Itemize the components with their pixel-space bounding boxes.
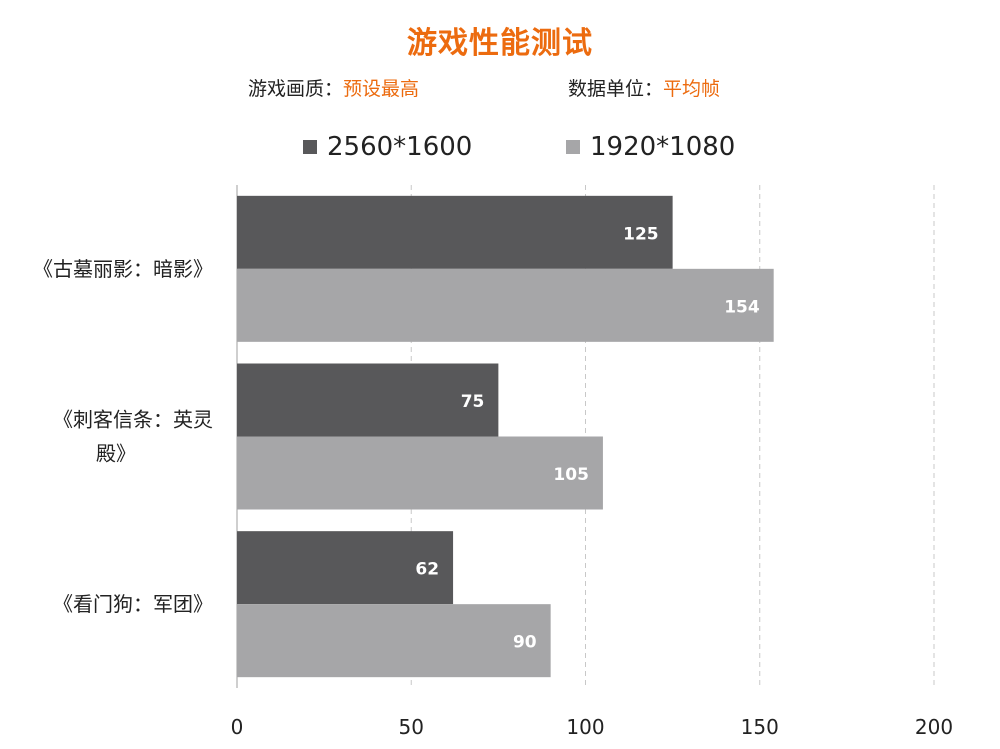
bar-series-2: [237, 268, 774, 342]
quality-label: 游戏画质：: [248, 78, 344, 100]
x-tick-label: 200: [915, 715, 953, 739]
bar-series-2: [237, 604, 551, 678]
bar-value-label: 90: [513, 633, 537, 653]
legend-swatch-series-2: [566, 140, 580, 154]
category-label-line: 《刺客信条：英灵: [53, 408, 213, 432]
bar-series-1: [237, 363, 499, 437]
category-label: 《看门狗：军团》: [53, 592, 213, 616]
quality-info: 游戏画质：预设最高: [248, 74, 419, 101]
x-tick-label: 50: [399, 715, 424, 739]
bar-series-1: [237, 195, 673, 269]
legend-label-series-1: 2560*1600: [327, 132, 473, 162]
legend-item-series-2: 1920*1080: [566, 130, 735, 164]
unit-info: 数据单位：平均帧: [568, 74, 720, 101]
quality-value: 预设最高: [343, 78, 420, 100]
bar-value-label: 75: [461, 392, 485, 412]
unit-value: 平均帧: [663, 78, 721, 100]
unit-label: 数据单位：: [568, 78, 664, 100]
category-label-line: 殿》: [96, 442, 136, 466]
x-tick-label: 100: [566, 715, 604, 739]
category-label-line: 《古墓丽影：暗影》: [33, 257, 213, 281]
bar-value-label: 154: [724, 297, 760, 317]
category-label-line: 《看门狗：军团》: [53, 592, 213, 616]
bar-series-1: [237, 531, 454, 605]
chart-title: 游戏性能测试: [407, 26, 593, 61]
x-tick-label: 150: [741, 715, 779, 739]
x-tick-label: 0: [231, 715, 244, 739]
legend-swatch-series-1: [303, 140, 317, 154]
bar-value-label: 105: [553, 465, 589, 485]
category-label: 《古墓丽影：暗影》: [33, 257, 213, 281]
bar-series-2: [237, 436, 603, 510]
category-label: 《刺客信条：英灵殿》: [53, 408, 213, 466]
bar-value-label: 125: [623, 224, 659, 244]
bar-value-label: 62: [415, 560, 439, 580]
legend-label-series-2: 1920*1080: [590, 132, 736, 162]
legend-item-series-1: 2560*1600: [303, 130, 472, 164]
